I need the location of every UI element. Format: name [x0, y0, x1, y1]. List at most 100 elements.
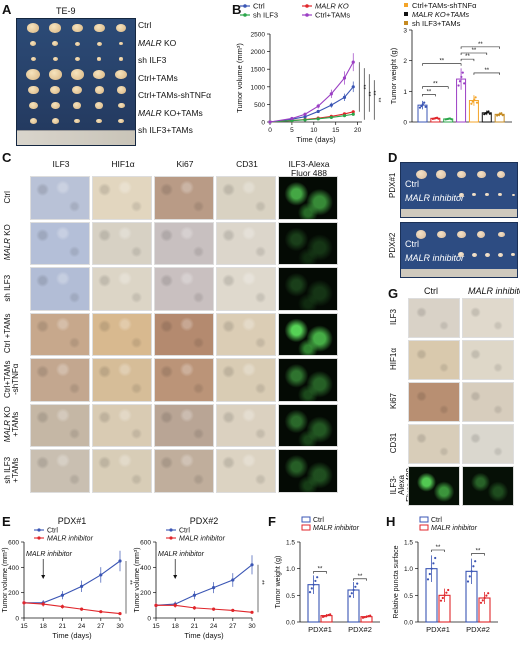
- x-tick-label: PDX#2: [466, 625, 490, 634]
- y-tick-label: 200: [140, 590, 151, 597]
- data-point: [428, 572, 431, 576]
- data-point: [468, 575, 471, 578]
- sig-bracket: [473, 72, 500, 75]
- data-point: [80, 607, 84, 611]
- tumor-specimen: [73, 102, 81, 109]
- data-point: [445, 591, 448, 594]
- data-point: [363, 616, 366, 619]
- column-header: HIF1α: [111, 159, 135, 169]
- y-tick-label: 0.5: [404, 593, 413, 600]
- ruler: [17, 130, 135, 145]
- panel-label-e: E: [2, 514, 11, 529]
- data-point: [351, 85, 355, 89]
- group-label: Ctrl+TAMs-shTNFα: [138, 90, 211, 100]
- y-tick-label: 0: [147, 616, 151, 623]
- ihc-image: [216, 358, 276, 402]
- panel-label-a: A: [2, 2, 12, 17]
- data-point: [437, 117, 440, 120]
- series-line: [269, 86, 354, 123]
- series-line: [269, 61, 354, 123]
- sig-marker: **: [370, 91, 376, 96]
- sig-marker: **: [439, 59, 444, 65]
- ihc-image: [408, 424, 460, 464]
- tumor-specimen: [119, 41, 123, 46]
- x-tick-label: 21: [59, 623, 67, 630]
- x-tick-label: 0: [268, 127, 272, 134]
- ihc-image: [92, 312, 152, 356]
- ihc-image: [462, 340, 514, 380]
- x-tick-label: 24: [210, 623, 218, 630]
- data-point: [443, 594, 446, 597]
- data-point: [303, 115, 307, 119]
- tumor-specimen: [115, 69, 127, 80]
- sig-bracket: [471, 553, 485, 556]
- ihc-image: [30, 358, 90, 402]
- row-label: ILF3: [389, 309, 398, 326]
- pdx2-inhibitor-label: MALR inhibitor: [405, 253, 465, 263]
- legend-marker: [305, 13, 309, 17]
- tumor-specimen: [29, 118, 37, 124]
- row-label: sh ILF3 +TAMs: [3, 456, 20, 484]
- panel-label-b: B: [232, 2, 242, 17]
- data-point: [352, 588, 355, 592]
- tumor-specimen: [52, 57, 58, 61]
- tumor-specimen: [51, 118, 59, 124]
- sig-marker: **: [358, 574, 363, 580]
- data-point: [434, 556, 437, 560]
- ihc-image: [154, 176, 214, 220]
- ihc-image: [30, 312, 90, 356]
- y-tick-label: 200: [8, 590, 19, 597]
- tumor-specimen: [93, 69, 105, 80]
- data-point: [426, 578, 430, 581]
- data-point: [192, 593, 196, 597]
- y-axis-label: Relative puncta surface: [393, 545, 400, 618]
- data-point: [457, 84, 460, 87]
- data-point: [316, 576, 319, 579]
- tumor-specimen: [511, 253, 515, 257]
- data-point: [308, 591, 312, 594]
- y-tick-label: 2: [403, 58, 407, 65]
- sig-bracket: [460, 52, 488, 55]
- x-tick-label: 20: [354, 127, 362, 134]
- x-axis-label: Time (days): [296, 135, 336, 144]
- y-tick-label: 3: [403, 28, 407, 35]
- panel-h: 0.0 0.5 1.0 1.5 Relative puncta surface Ctrl M…: [384, 512, 520, 652]
- data-point: [41, 602, 45, 606]
- y-tick-label: 1.5: [286, 540, 295, 547]
- ihc-image: [408, 298, 460, 338]
- x-tick-label: 5: [290, 127, 294, 134]
- ihc-image: [30, 267, 90, 311]
- legend-label: MALR KO: [315, 2, 349, 11]
- fluorescence-image: [278, 221, 338, 265]
- tumor-specimen: [116, 24, 126, 32]
- data-point: [268, 120, 272, 124]
- tumor-specimen: [28, 101, 38, 110]
- row-label: sh ILF3: [3, 274, 12, 302]
- data-point: [303, 118, 307, 122]
- sig-bracket: [422, 63, 462, 66]
- row-label: HIF1α: [389, 348, 398, 370]
- x-tick-label: 18: [172, 623, 180, 630]
- g-col-ctrl: Ctrl: [424, 286, 438, 296]
- sig-bracket: [431, 549, 445, 552]
- data-point: [342, 76, 347, 80]
- y-axis-label: Tumor volume (mm³): [235, 43, 244, 113]
- sig-marker: **: [365, 92, 371, 97]
- legend-swatch: [404, 21, 408, 25]
- sig-marker: **: [484, 68, 489, 74]
- column-header: Ki67: [176, 159, 194, 169]
- legend-label: MALR inhibitor: [47, 536, 94, 543]
- panel-label-g: G: [388, 286, 399, 301]
- y-tick-label: 2000: [251, 49, 266, 56]
- sig-marker: **: [436, 545, 441, 551]
- data-point: [231, 578, 235, 582]
- data-point: [348, 595, 352, 598]
- ihc-image: [92, 449, 152, 493]
- data-point: [80, 584, 84, 588]
- data-point: [500, 112, 503, 115]
- tumor-specimen: [436, 170, 446, 179]
- data-point: [329, 613, 332, 616]
- ihc-image: [408, 382, 460, 422]
- data-point: [212, 586, 216, 590]
- y-tick-label: 1500: [251, 67, 266, 74]
